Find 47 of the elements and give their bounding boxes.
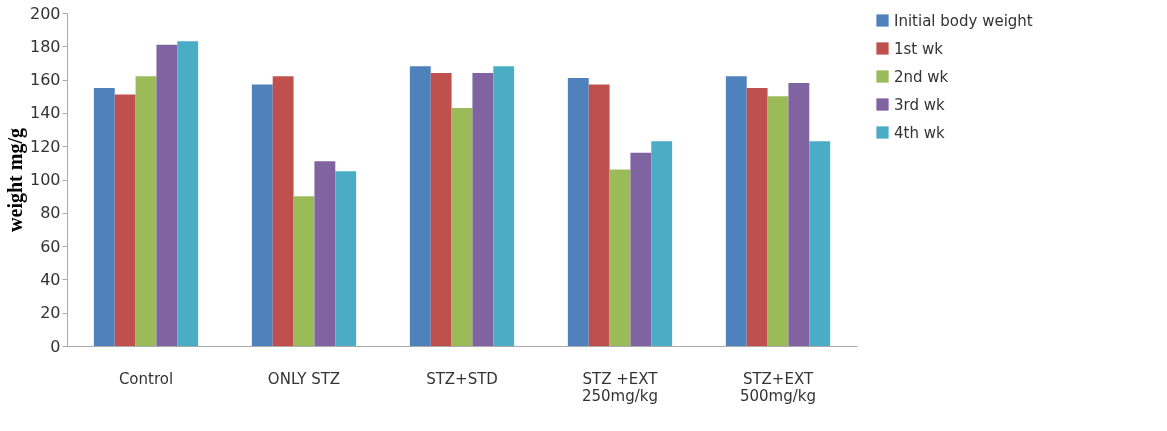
bar xyxy=(651,141,673,346)
legend-label: 2nd wk xyxy=(894,67,949,86)
bar xyxy=(809,141,831,346)
bar xyxy=(493,66,515,346)
x-tick-label: ONLY STZ xyxy=(267,369,341,388)
legend-label: Initial body weight xyxy=(894,11,1033,30)
y-tick-label: 180 xyxy=(29,36,61,56)
legend-label: 3rd wk xyxy=(894,95,945,114)
bar xyxy=(588,84,610,346)
y-tick-label: 80 xyxy=(40,203,61,223)
bar xyxy=(335,171,357,346)
bar xyxy=(409,66,431,346)
y-axis-title: weight mg/g xyxy=(3,128,27,232)
y-tick-label: 40 xyxy=(40,269,61,289)
bar xyxy=(430,72,452,346)
bar xyxy=(767,96,789,346)
bar xyxy=(567,77,589,346)
bar xyxy=(272,76,294,346)
y-tick-label: 60 xyxy=(40,236,61,256)
bar xyxy=(788,82,810,346)
x-tick-label: STZ+STD xyxy=(426,369,498,388)
bar xyxy=(177,41,199,346)
x-tick-label: Control xyxy=(118,369,174,388)
bar xyxy=(135,76,157,346)
y-tick-label: 120 xyxy=(29,136,61,156)
y-tick-label: 200 xyxy=(29,3,61,23)
bar xyxy=(93,87,115,346)
bar xyxy=(630,152,652,346)
bar xyxy=(293,196,315,346)
bar xyxy=(314,161,336,346)
y-tick-label: 20 xyxy=(40,303,61,323)
bar xyxy=(746,87,768,346)
bar xyxy=(472,72,494,346)
x-tick-label: STZ +EXT 250mg/kg xyxy=(581,369,659,405)
bar xyxy=(451,107,473,346)
legend-label: 4th wk xyxy=(894,123,945,142)
y-tick-label: 0 xyxy=(50,336,61,356)
bar xyxy=(725,76,747,346)
x-tick-label: STZ+EXT 500mg/kg xyxy=(739,369,817,405)
bar xyxy=(156,44,178,346)
legend-label: 1st wk xyxy=(894,39,944,58)
bar xyxy=(609,169,631,346)
bar xyxy=(251,84,273,346)
bar xyxy=(114,94,136,346)
y-tick-label: 140 xyxy=(29,103,61,123)
y-tick-label: 160 xyxy=(29,70,61,90)
y-tick-label: 100 xyxy=(29,170,61,189)
